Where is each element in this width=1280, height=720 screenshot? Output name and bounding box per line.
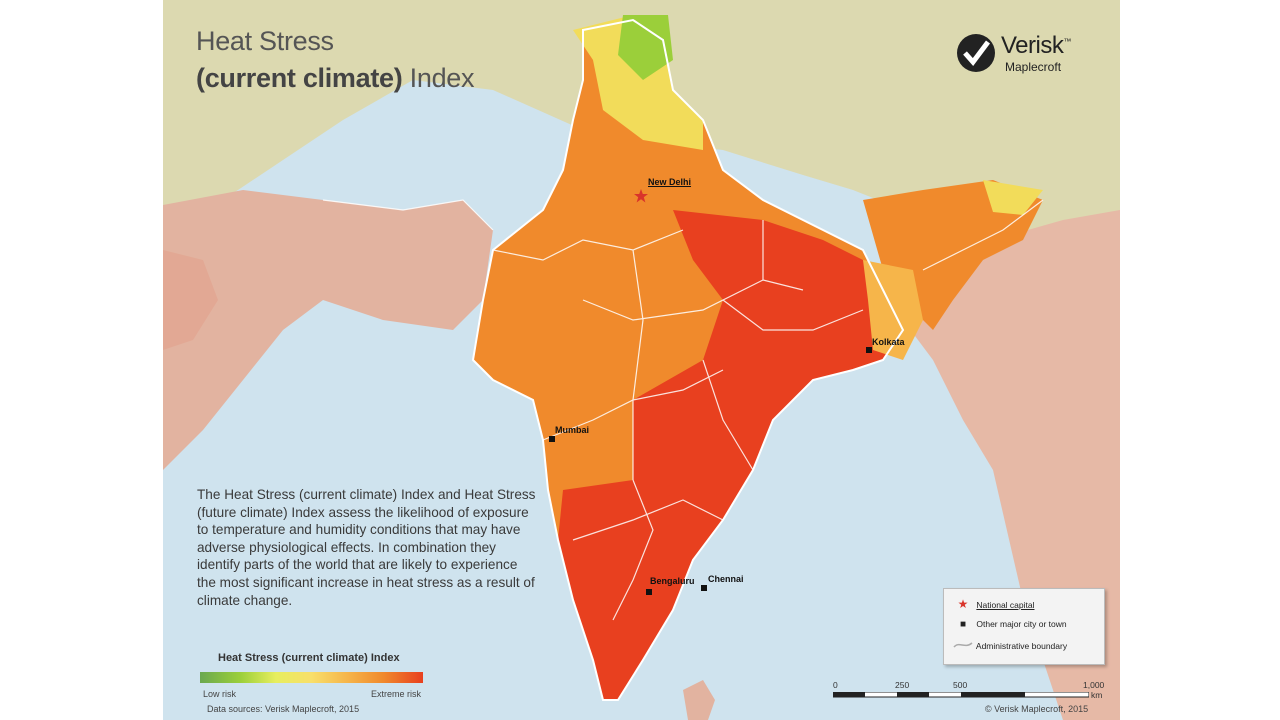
star-icon: ★ (957, 597, 969, 611)
city-label-chennai: Chennai (708, 574, 744, 584)
legend-color-bar (200, 672, 423, 683)
scale-bar: 0 250 500 1,000 km (833, 678, 1104, 700)
key-row-boundary: Administrative boundary (952, 641, 1067, 651)
map-title-line1: Heat Stress (196, 26, 334, 56)
map-title-bold: (current climate) (196, 63, 403, 93)
north-green-zone (618, 15, 673, 80)
land-west (163, 190, 493, 470)
scale-tick-0: 0 (833, 680, 838, 690)
map-description: The Heat Stress (current climate) Index … (197, 487, 536, 608)
national-capital-star-icon (634, 189, 648, 203)
sri-lanka (683, 680, 715, 720)
legend-title: Heat Stress (current climate) Index (218, 652, 400, 664)
city-marker-mumbai (549, 436, 555, 442)
scale-tick-500: 500 (953, 680, 968, 690)
verisk-logo: Verisk™ Maplecroft (955, 30, 1105, 85)
logo-name: Verisk™ (1001, 32, 1071, 59)
map-title-line2: (current climate) Index (196, 63, 475, 94)
map-key: ★ National capital ■ Other major city or… (943, 588, 1105, 665)
key-capital-label: National capital (976, 600, 1035, 610)
scale-tick-250: 250 (895, 680, 910, 690)
north-yellow-zone (573, 15, 703, 150)
land-arabia (163, 250, 218, 350)
scale-bar-graphic (833, 692, 1089, 698)
map-frame: Heat Stress (current climate) Index Veri… (163, 0, 1120, 720)
verisk-checkmark-icon (957, 34, 995, 72)
key-boundary-label: Administrative boundary (975, 641, 1068, 651)
copyright: © Verisk Maplecroft, 2015 (985, 704, 1089, 714)
city-label-mumbai: Mumbai (555, 425, 590, 435)
scale-tick-1000: 1,000 (1083, 680, 1105, 690)
map-title-rest: Index (402, 63, 475, 93)
northeast-yellow (983, 180, 1043, 215)
admin-boundaries (322, 199, 1044, 621)
boundary-line-icon (952, 641, 974, 651)
extreme-zone (558, 210, 903, 700)
heat-stress-map (163, 0, 1120, 720)
square-icon: ■ (959, 619, 967, 630)
legend-low-label: Low risk (203, 689, 237, 699)
key-row-city: ■ Other major city or town (952, 619, 1067, 630)
scale-unit: km (1091, 690, 1103, 700)
data-sources: Data sources: Verisk Maplecroft, 2015 (207, 704, 360, 714)
land-north (163, 0, 1120, 330)
city-marker-bengaluru (646, 589, 652, 595)
city-label-bengaluru: Bengaluru (650, 576, 695, 586)
key-city-label: Other major city or town (976, 619, 1067, 629)
key-row-capital: ★ National capital (952, 597, 1035, 611)
country-borders (471, 18, 905, 701)
city-marker-chennai (701, 585, 707, 591)
logo-sub: Maplecroft (1005, 60, 1062, 74)
city-marker-kolkata (866, 347, 872, 353)
city-label-kolkata: Kolkata (872, 337, 905, 347)
city-label-delhi: New Delhi (648, 177, 692, 187)
legend-high-label: Extreme risk (371, 689, 422, 699)
